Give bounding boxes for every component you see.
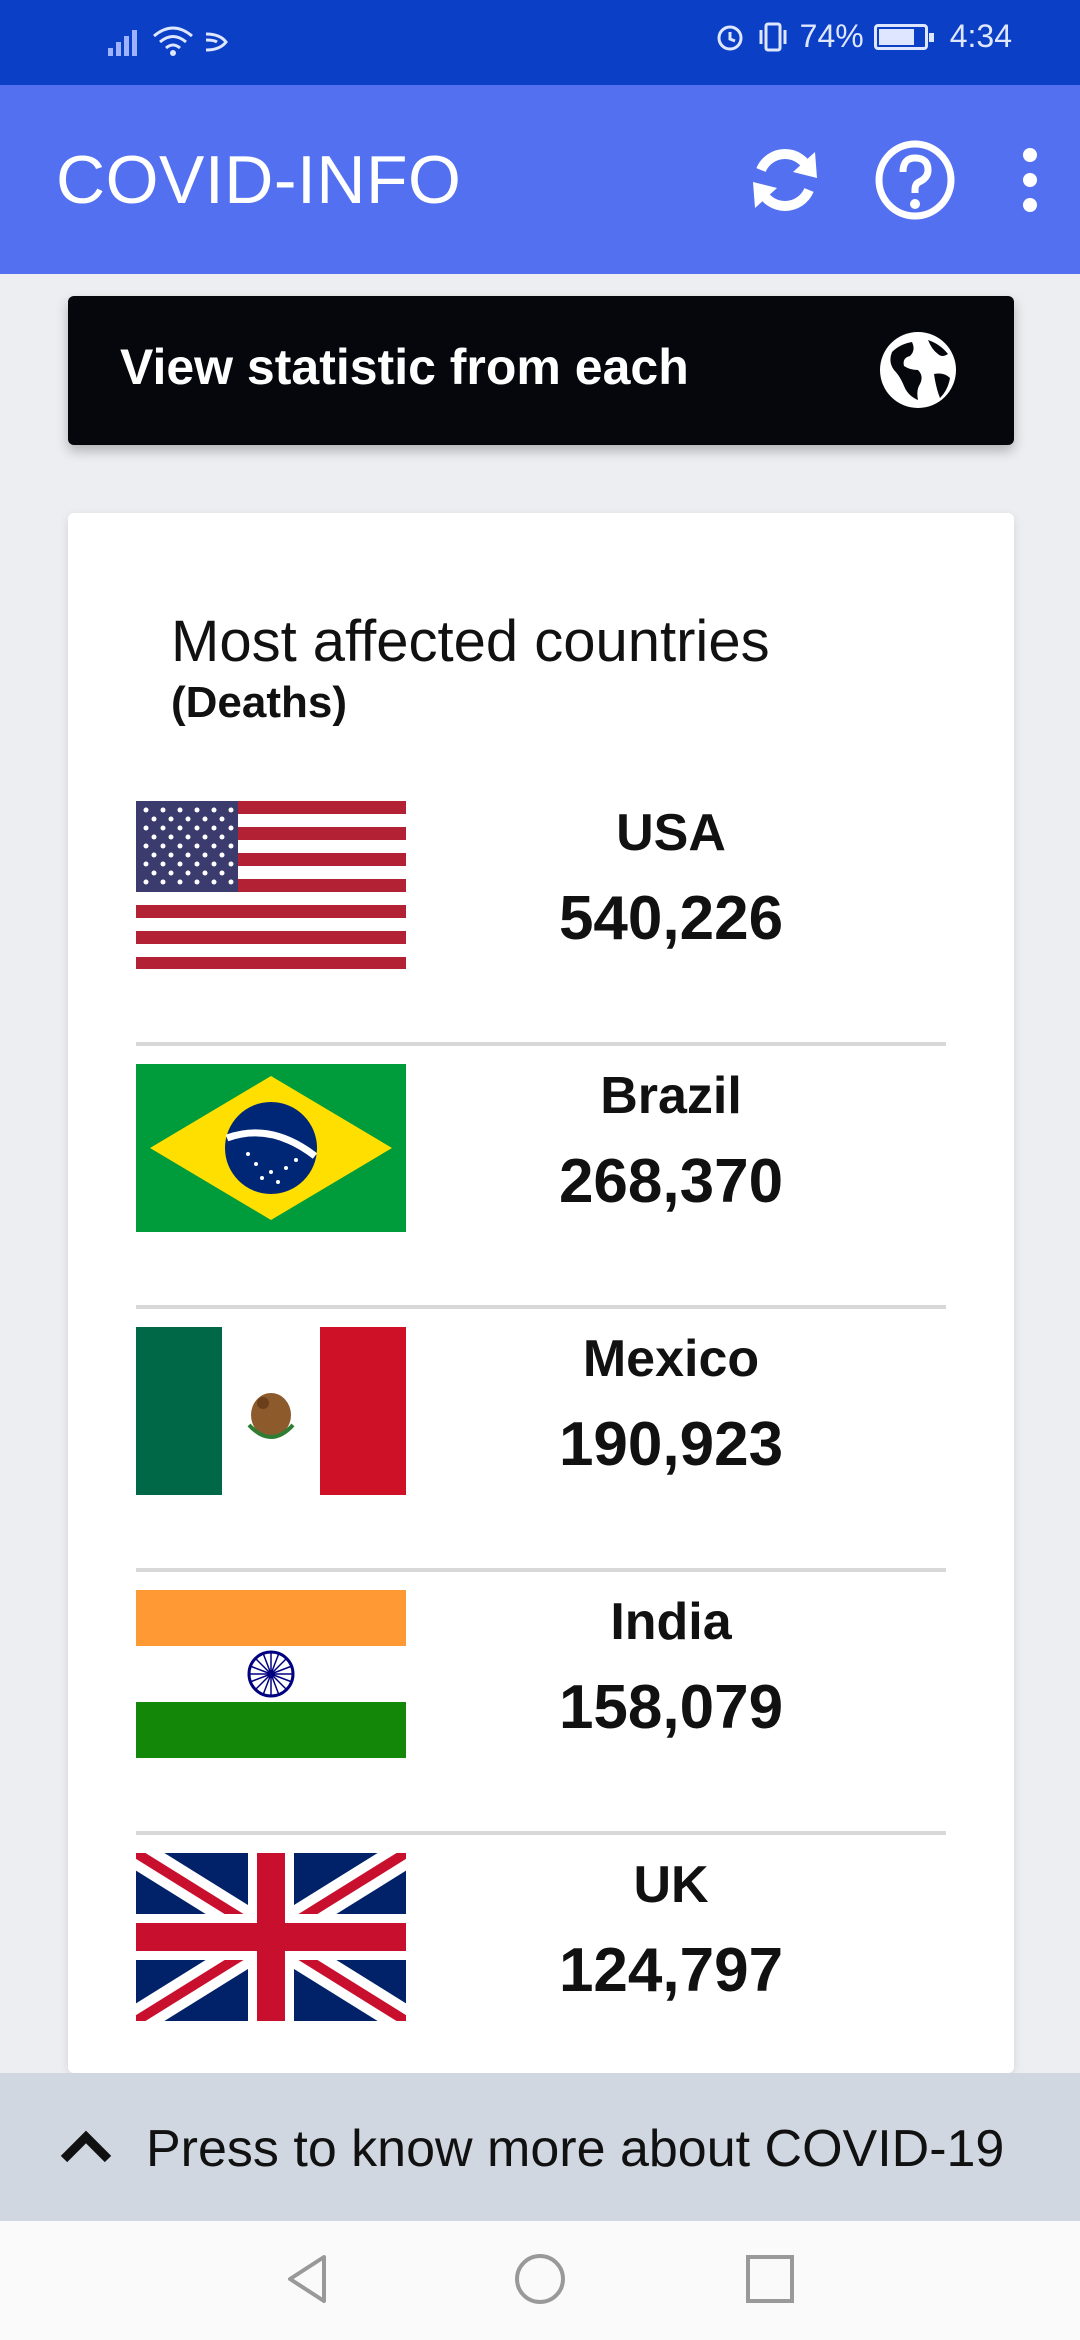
clock-time: 4:34 bbox=[949, 18, 1012, 54]
status-icons-left bbox=[108, 26, 232, 56]
system-nav-bar bbox=[0, 2221, 1080, 2340]
death-count: 124,797 bbox=[558, 1936, 784, 2005]
country-list: USA 540,226 Brazi bbox=[136, 783, 946, 2098]
country-row-uk[interactable]: UK 124,797 bbox=[136, 1835, 946, 2098]
death-count: 268,370 bbox=[558, 1147, 784, 1216]
battery-level bbox=[878, 28, 915, 45]
country-statistics-button[interactable]: View statistic from each bbox=[68, 296, 1014, 445]
most-affected-card: Most affected countries (Deaths) bbox=[68, 513, 1014, 2098]
status-bar: 74% 4:34 bbox=[0, 0, 1080, 85]
brazil-flag bbox=[136, 1064, 406, 1232]
death-count: 190,923 bbox=[558, 1410, 784, 1479]
recents-icon bbox=[746, 2255, 794, 2303]
wifi-icon bbox=[153, 26, 193, 56]
recents-button[interactable] bbox=[742, 2251, 798, 2312]
country-name: USA bbox=[616, 804, 726, 862]
hotspot-icon bbox=[205, 32, 228, 52]
signal-icon bbox=[108, 30, 137, 56]
help-icon bbox=[875, 140, 955, 219]
home-icon bbox=[515, 2254, 565, 2304]
app-bar-actions bbox=[720, 85, 1080, 274]
more-options-button[interactable] bbox=[980, 115, 1080, 245]
vibrate-icon bbox=[759, 22, 787, 51]
country-row-brazil[interactable]: Brazil 268,370 bbox=[136, 1046, 946, 1309]
uk-flag bbox=[136, 1853, 406, 2021]
app-bar: COVID-INFO bbox=[0, 85, 1080, 274]
status-icons-right: 74% 4:34 bbox=[714, 18, 1012, 55]
more-vert-icon bbox=[1023, 147, 1037, 212]
country-name: UK bbox=[633, 1856, 709, 1914]
death-count: 540,226 bbox=[558, 884, 784, 953]
country-name: Mexico bbox=[582, 1330, 760, 1388]
country-row-india[interactable]: India 158,079 bbox=[136, 1572, 946, 1835]
globe-icon bbox=[878, 330, 958, 415]
chevron-up-icon bbox=[58, 2119, 114, 2180]
back-icon bbox=[288, 2255, 326, 2303]
country-name: India bbox=[610, 1593, 732, 1651]
card-subtitle: (Deaths) bbox=[171, 678, 348, 727]
battery-icon bbox=[873, 23, 934, 50]
help-button[interactable] bbox=[850, 115, 980, 245]
card-title: Most affected countries bbox=[171, 609, 770, 674]
refresh-icon bbox=[753, 148, 817, 211]
more-info-label: Press to know more about COVID-19 bbox=[146, 2120, 1005, 2178]
country-name: Brazil bbox=[600, 1067, 742, 1125]
mexico-flag bbox=[136, 1327, 406, 1495]
usa-flag bbox=[136, 801, 406, 969]
india-flag bbox=[136, 1590, 406, 1758]
country-row-usa[interactable]: USA 540,226 bbox=[136, 783, 946, 1046]
alarm-icon bbox=[717, 25, 743, 50]
back-button[interactable] bbox=[280, 2251, 336, 2312]
app-title: COVID-INFO bbox=[56, 142, 462, 218]
refresh-button[interactable] bbox=[720, 115, 850, 245]
death-count: 158,079 bbox=[558, 1673, 784, 1742]
banner-label: View statistic from each bbox=[120, 339, 689, 395]
battery-percent: 74% bbox=[799, 18, 864, 54]
more-info-bar[interactable]: Press to know more about COVID-19 bbox=[0, 2073, 1080, 2221]
country-row-mexico[interactable]: Mexico 190,923 bbox=[136, 1309, 946, 1572]
home-button[interactable] bbox=[512, 2251, 568, 2312]
